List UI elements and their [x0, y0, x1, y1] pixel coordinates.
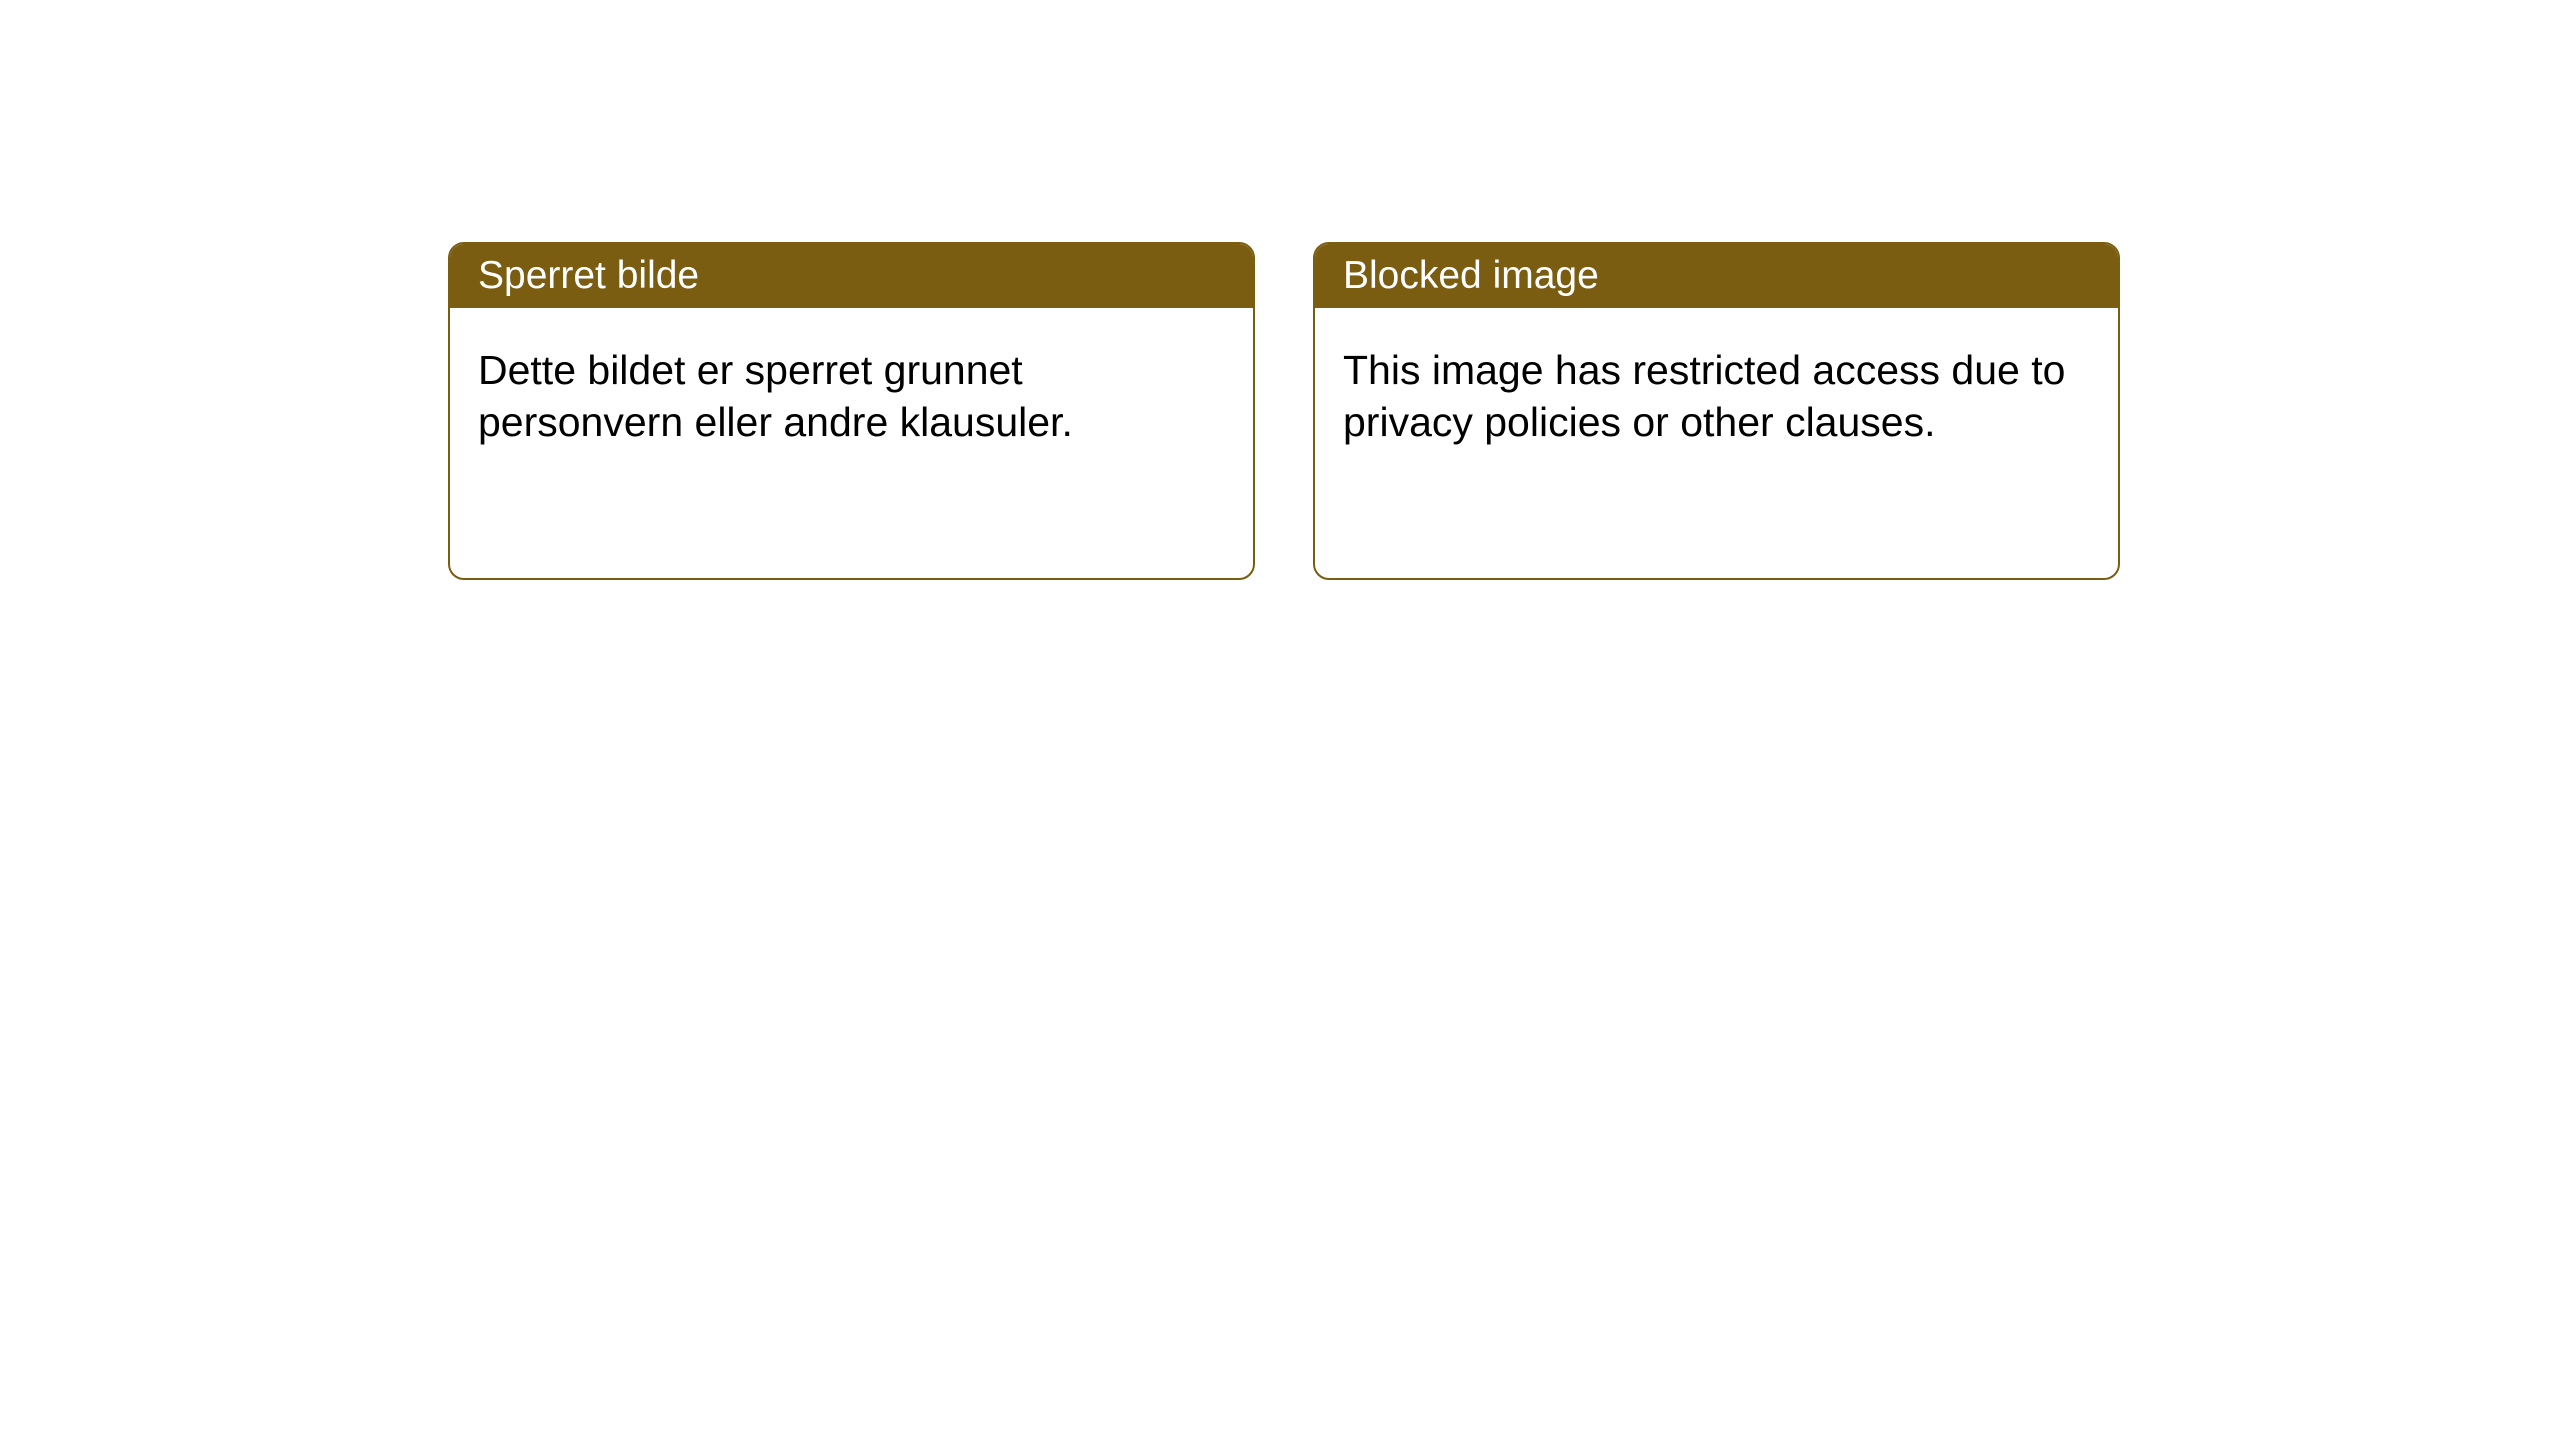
card-title-english: Blocked image: [1315, 244, 2118, 308]
notice-card-norwegian: Sperret bilde Dette bildet er sperret gr…: [448, 242, 1255, 580]
card-body-english: This image has restricted access due to …: [1315, 308, 2118, 485]
card-title-norwegian: Sperret bilde: [450, 244, 1253, 308]
notice-card-english: Blocked image This image has restricted …: [1313, 242, 2120, 580]
notice-container: Sperret bilde Dette bildet er sperret gr…: [0, 0, 2560, 580]
card-body-norwegian: Dette bildet er sperret grunnet personve…: [450, 308, 1253, 485]
